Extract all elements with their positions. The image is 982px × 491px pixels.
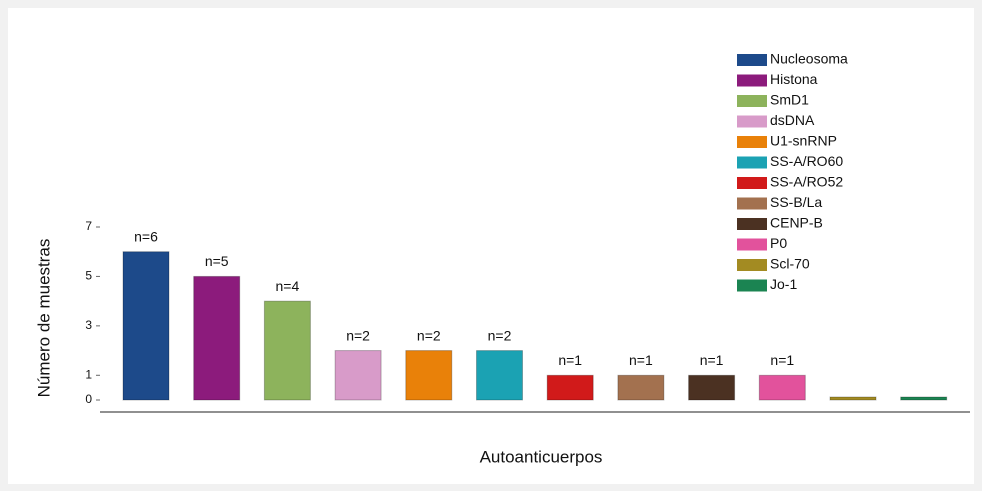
value-label: n=4 [276, 278, 300, 294]
bar [829, 396, 877, 401]
legend-swatch [737, 136, 767, 148]
value-label: n=6 [134, 228, 158, 244]
value-label: n=2 [417, 327, 441, 343]
y-tick-label: 0 [85, 392, 92, 406]
legend-label: Scl-70 [770, 256, 810, 272]
y-tick-label: 3 [85, 318, 92, 332]
legend-swatch [737, 54, 767, 66]
bar [900, 396, 948, 401]
y-tick-label: 5 [85, 269, 92, 283]
value-label: n=1 [770, 352, 794, 368]
value-label: n=2 [346, 327, 370, 343]
value-label: n=1 [700, 352, 724, 368]
legend-label: Jo-1 [770, 276, 797, 292]
bar [476, 350, 523, 401]
legend-swatch [737, 259, 767, 271]
value-label: n=1 [629, 352, 653, 368]
legend-swatch [737, 197, 767, 210]
x-axis-label: Autoanticuerpos [480, 447, 603, 466]
value-label: n=5 [205, 253, 229, 269]
bar [758, 374, 806, 401]
legend-swatch [737, 177, 767, 189]
plot-background [8, 8, 974, 484]
bar [193, 275, 241, 401]
bar [688, 374, 736, 401]
y-axis-label: Número de muestras [34, 239, 53, 398]
legend-swatch [737, 238, 767, 251]
y-tick-label: 7 [85, 219, 92, 233]
bar [122, 251, 170, 401]
y-tick-label: 1 [85, 367, 92, 381]
legend-label: Nucleosoma [770, 51, 848, 67]
legend-swatch [737, 95, 767, 107]
legend-label: SS-A/RO60 [770, 153, 843, 169]
legend-label: SS-A/RO52 [770, 174, 843, 190]
bar [263, 300, 311, 401]
legend-swatch [737, 115, 767, 128]
legend-swatch [737, 74, 767, 87]
legend-label: P0 [770, 235, 787, 251]
legend-label: SS-B/La [770, 194, 822, 210]
value-label: n=2 [488, 327, 512, 343]
legend-label: SmD1 [770, 92, 809, 108]
legend-swatch [737, 218, 767, 230]
legend-label: Histona [770, 71, 818, 87]
legend-swatch [737, 156, 767, 169]
bar [617, 374, 665, 401]
legend-swatch [737, 279, 767, 292]
value-label: n=1 [558, 352, 582, 368]
legend-label: CENP-B [770, 215, 823, 231]
bar [334, 350, 382, 401]
bar [405, 350, 453, 401]
bar [546, 374, 594, 401]
legend-label: U1-snRNP [770, 133, 837, 149]
legend-label: dsDNA [770, 112, 815, 128]
